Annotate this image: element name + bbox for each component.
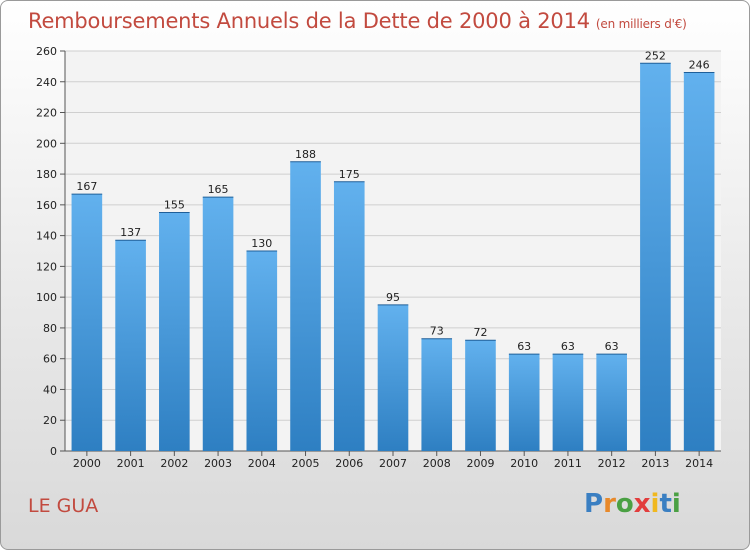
bar-data-label: 246: [689, 59, 710, 72]
y-tick-label: 240: [36, 76, 57, 89]
bar-data-label: 175: [339, 168, 360, 181]
bar: [683, 72, 715, 452]
logo-letter: i: [671, 489, 681, 519]
x-tick-label: 2009: [466, 457, 494, 470]
x-tick-label: 2000: [73, 457, 101, 470]
x-tick-label: 2012: [598, 457, 626, 470]
chart-subtitle: (en milliers d'€): [595, 17, 687, 31]
x-tick-label: 2014: [685, 457, 713, 470]
x-tick-label: 2011: [554, 457, 582, 470]
bar: [552, 354, 584, 451]
y-tick-label: 100: [36, 291, 57, 304]
bar-data-label: 95: [386, 291, 400, 304]
bar-data-label: 188: [295, 148, 316, 161]
y-tick-label: 120: [36, 260, 57, 273]
y-tick-label: 160: [36, 199, 57, 212]
bar-data-label: 72: [473, 326, 487, 339]
bar-data-label: 63: [517, 340, 531, 353]
y-tick-label: 180: [36, 168, 57, 181]
bar: [508, 354, 540, 451]
y-tick-label: 140: [36, 230, 57, 243]
bar: [333, 181, 365, 451]
bar-data-label: 63: [605, 340, 619, 353]
chart-title: Remboursements Annuels de la Dette de 20…: [28, 9, 687, 33]
bar-data-label: 167: [76, 180, 97, 193]
bar-data-label: 63: [561, 340, 575, 353]
bar: [596, 354, 627, 451]
bar: [290, 161, 321, 451]
x-tick-label: 2006: [335, 457, 363, 470]
logo-letter: x: [633, 489, 651, 519]
bar: [202, 197, 234, 451]
logo-letter: t: [659, 489, 672, 519]
logo-letter: P: [584, 489, 604, 519]
y-tick-label: 80: [43, 322, 57, 335]
bar: [421, 338, 453, 451]
y-tick-label: 0: [50, 445, 57, 458]
logo-letter: o: [615, 489, 634, 519]
bar-data-label: 252: [645, 49, 666, 62]
commune-name: LE GUA: [28, 495, 99, 517]
chart-title-text: Remboursements Annuels de la Dette de 20…: [28, 9, 590, 33]
x-tick-label: 2008: [423, 457, 451, 470]
y-tick-label: 20: [43, 414, 57, 427]
x-tick-label: 2007: [379, 457, 407, 470]
y-tick-label: 200: [36, 137, 57, 150]
bar-data-label: 155: [164, 199, 185, 212]
x-tick-label: 2013: [641, 457, 669, 470]
logo-letter: r: [603, 489, 616, 519]
bar: [377, 304, 409, 451]
bar: [465, 340, 496, 451]
x-tick-label: 2005: [292, 457, 320, 470]
x-tick-label: 2004: [248, 457, 276, 470]
y-tick-label: 220: [36, 107, 57, 120]
bar-data-label: 130: [251, 237, 272, 250]
x-tick-label: 2010: [510, 457, 538, 470]
bar: [246, 251, 278, 451]
x-tick-label: 2002: [160, 457, 188, 470]
logo-letter: i: [650, 489, 660, 519]
y-tick-label: 260: [36, 45, 57, 58]
bar-data-label: 137: [120, 226, 141, 239]
bar-data-label: 165: [208, 183, 229, 196]
bar: [159, 212, 190, 451]
x-tick-label: 2003: [204, 457, 232, 470]
y-tick-label: 60: [43, 353, 57, 366]
proxiti-logo: Proxiti: [584, 489, 681, 519]
x-tick-label: 2001: [117, 457, 145, 470]
y-tick-label: 40: [43, 383, 57, 396]
bar: [71, 194, 103, 452]
bar: [640, 63, 671, 452]
bar-data-label: 73: [430, 325, 444, 338]
bar: [115, 240, 146, 451]
